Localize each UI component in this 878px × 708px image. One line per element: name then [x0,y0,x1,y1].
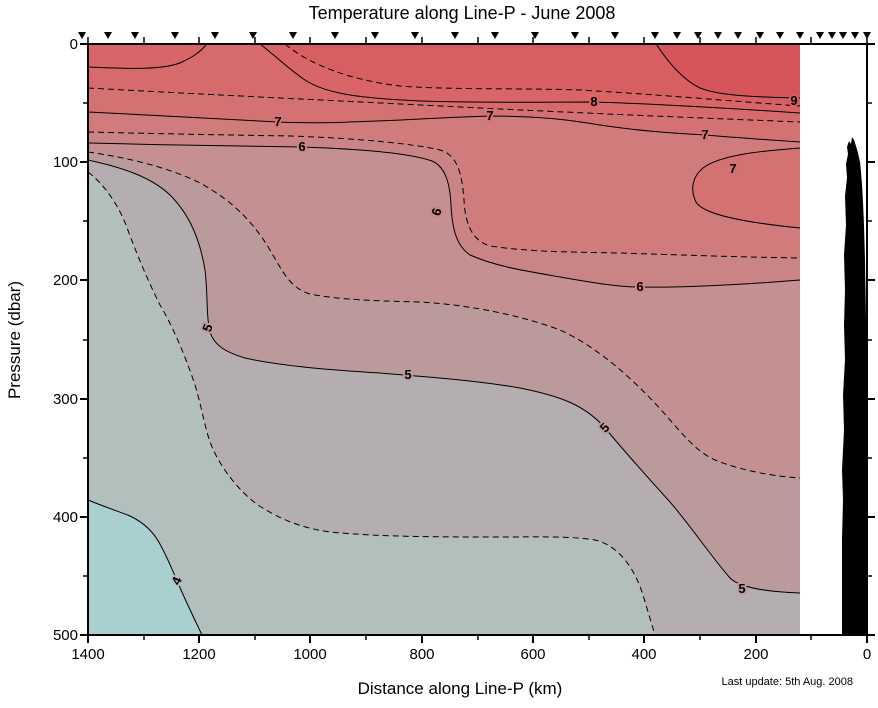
contour-label: 5 [404,367,411,382]
contour-label: 7 [486,108,493,123]
x-axis-minor-ticks [143,635,812,640]
y-axis-title: Pressure (dbar) [5,281,24,399]
plot-frame-and-ticks [80,37,875,643]
x-tick-label: 600 [520,646,545,663]
y-tick-label: 200 [53,272,78,289]
contour-labels: 9 8 7 7 7 7 6 6 6 5 5 5 5 4 [166,91,799,598]
contour-label: 9 [790,93,797,108]
y-axis-major-ticks [80,43,88,636]
y-tick-label: 0 [70,36,78,53]
x-tick-labels: 1400 1200 1000 800 600 400 200 0 [71,646,871,663]
y-tick-label: 300 [53,391,78,408]
y-tick-label: 100 [53,154,78,171]
x-tick-label: 400 [631,646,656,663]
x-axis-major-ticks [87,635,868,643]
station-markers [78,32,871,39]
plot-title: Temperature along Line-P - June 2008 [309,3,616,23]
contour-label: 5 [738,581,745,596]
x-tick-label: 1400 [71,646,104,663]
contour-label: 8 [590,94,597,109]
contour-label: 7 [729,161,736,176]
x-tick-label: 200 [743,646,768,663]
contour-label: 7 [701,127,708,142]
x-tick-label: 1000 [293,646,326,663]
y-tick-label: 500 [53,627,78,644]
contour-fill-bands [88,44,800,635]
contour-lines [87,43,801,636]
y-tick-label: 400 [53,509,78,526]
x-axis-title: Distance along Line-P (km) [358,679,563,698]
contour-label: 6 [636,279,643,294]
x-tick-label: 0 [863,646,871,663]
last-update-note: Last update: 5th Aug. 2008 [721,676,853,688]
contour-label: 6 [298,139,305,154]
y-tick-labels: 0 100 200 300 400 500 [53,36,78,644]
x-tick-label: 1200 [182,646,215,663]
y-axis-minor-ticks [83,102,88,577]
contour-label: 7 [274,114,281,129]
right-axis-major-ticks [867,43,875,636]
right-axis-minor-ticks [867,102,872,577]
x-tick-label: 800 [409,646,434,663]
bathymetry-silhouette [842,137,866,635]
top-axis-ticks [87,37,868,44]
